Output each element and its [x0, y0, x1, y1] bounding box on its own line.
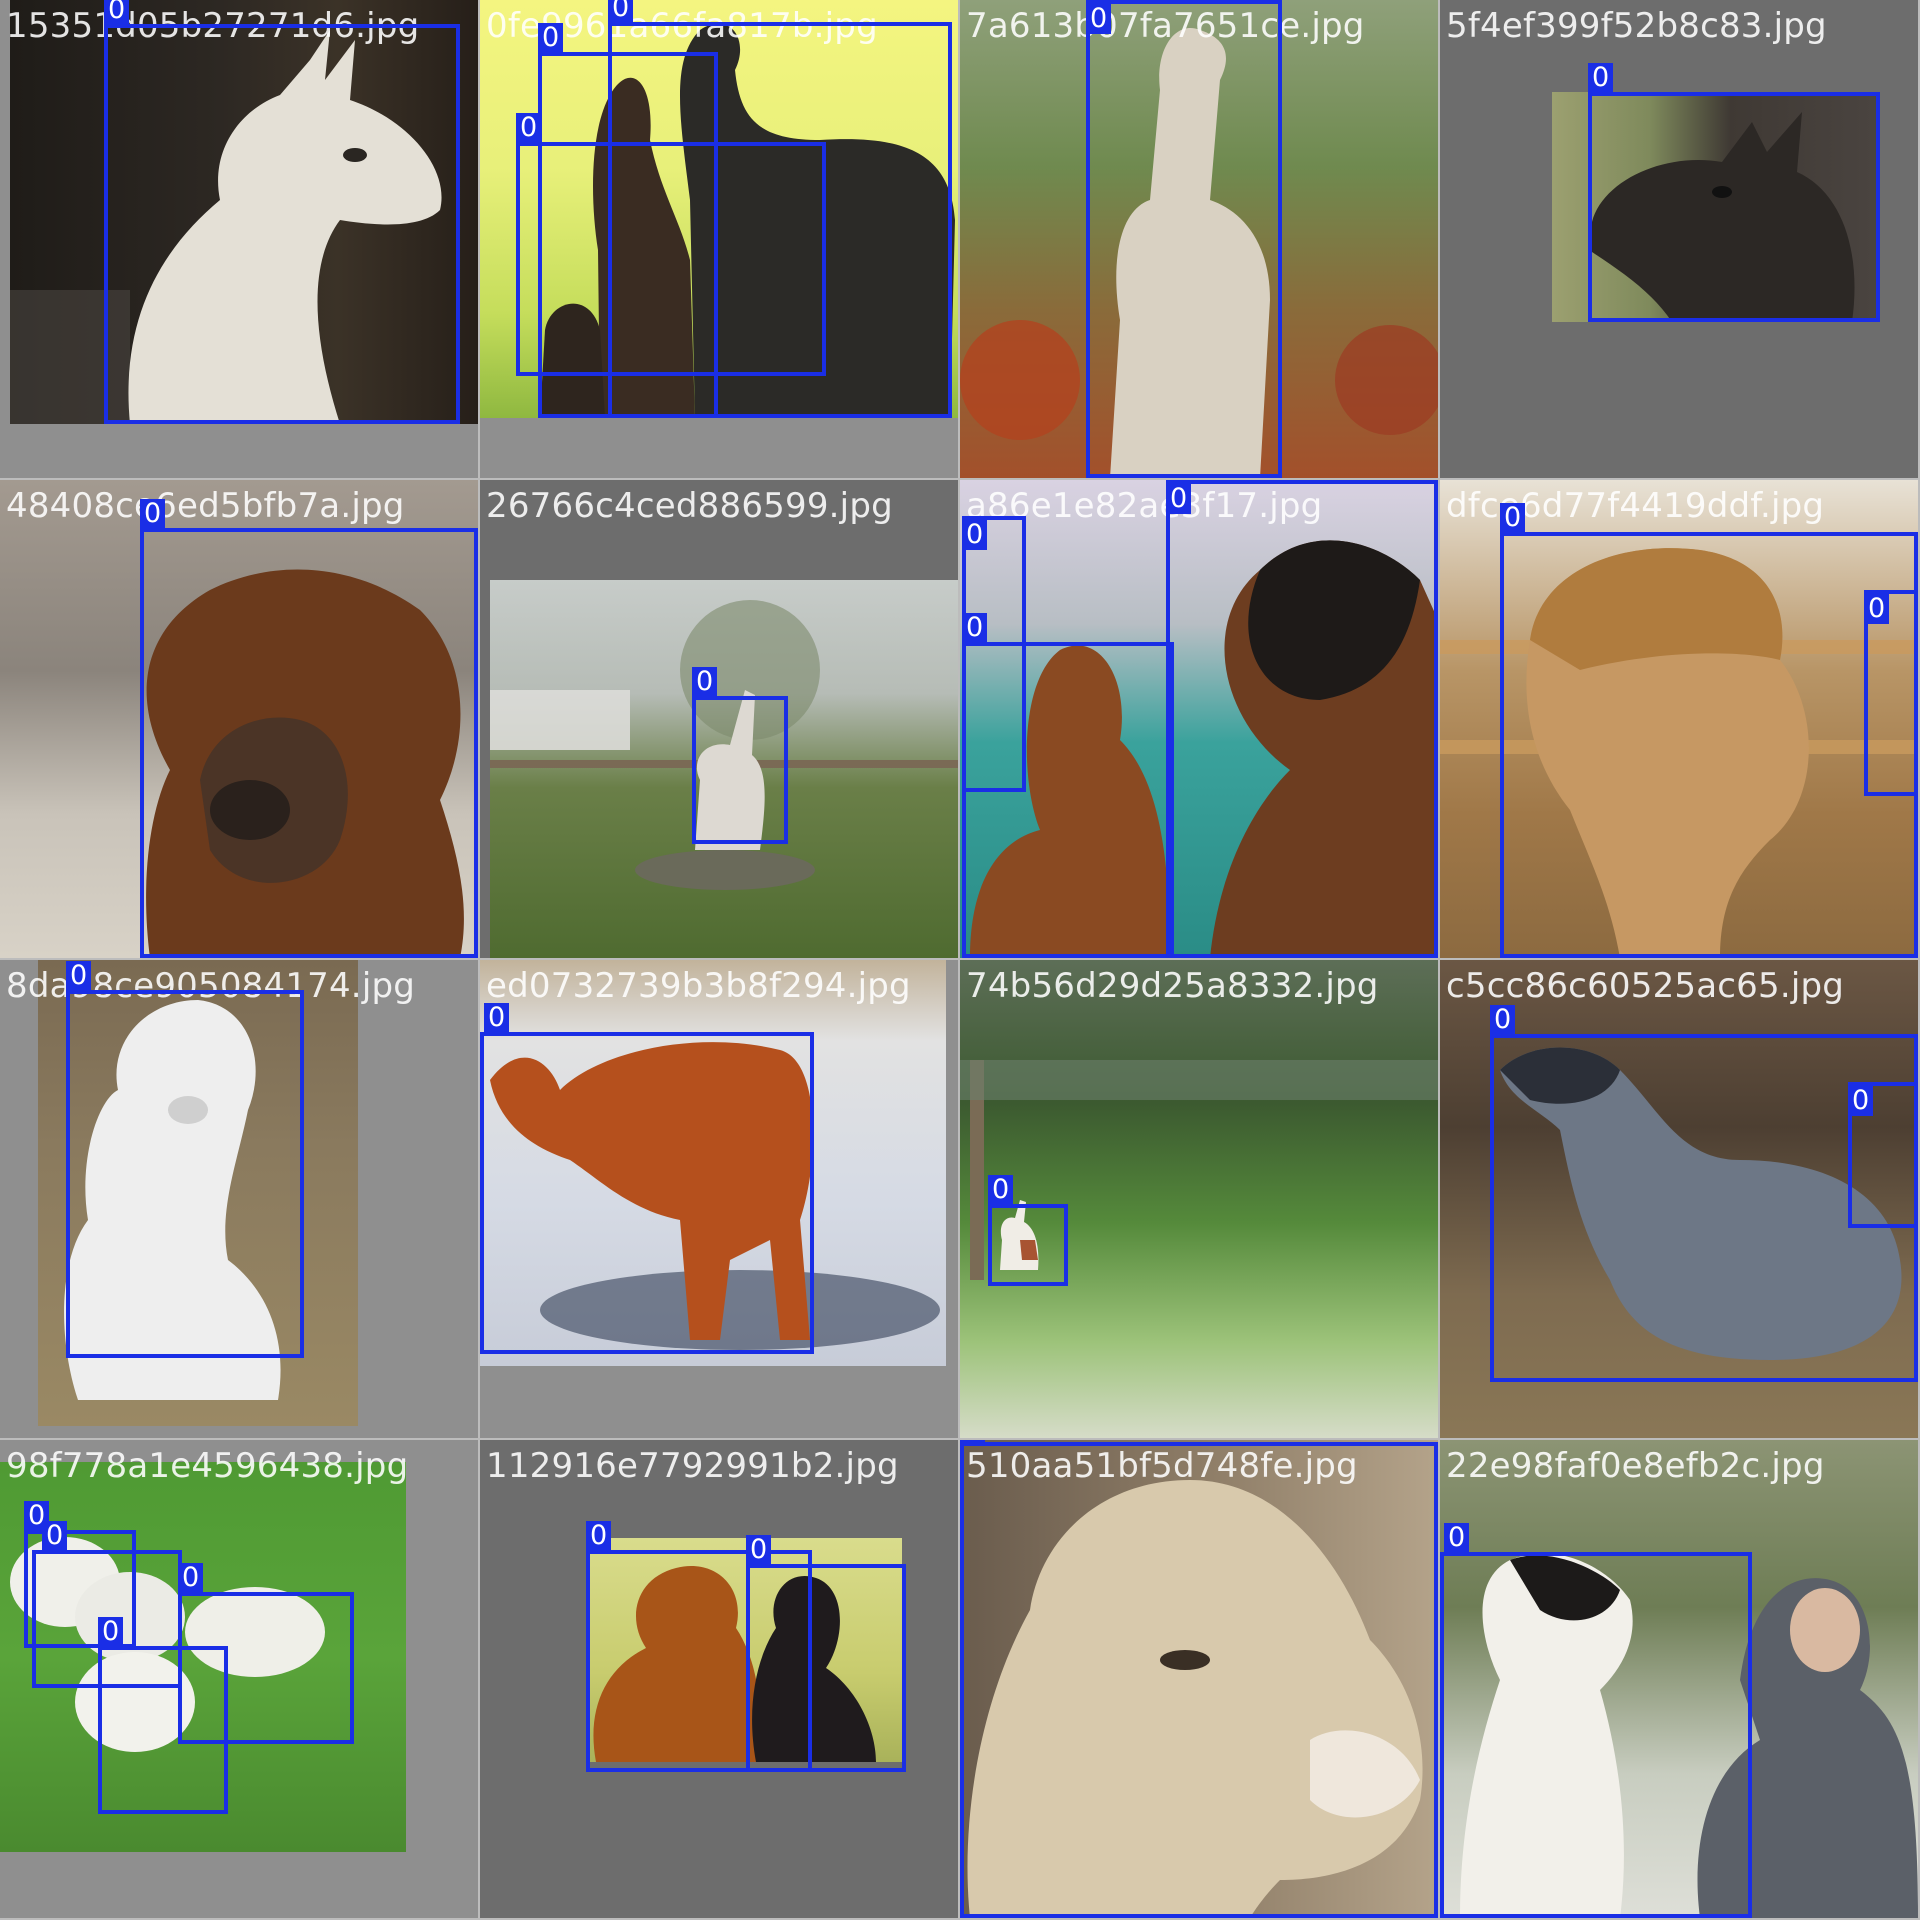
filename-label: 5f4ef399f52b8c83.jpg [1446, 6, 1827, 46]
tile-14: 112916e7792991b2.jpg 0 0 [480, 1440, 958, 1918]
bounding-box: 0 [988, 1175, 1068, 1286]
filename-label: 22e98faf0e8efb2c.jpg [1446, 1446, 1825, 1486]
class-label: 0 [586, 1521, 612, 1551]
filename-label: 510aa51bf5d748fe.jpg [966, 1446, 1358, 1486]
class-label: 0 [1848, 1086, 1874, 1116]
bounding-box: 0 [692, 667, 788, 844]
alpaca-photo [586, 1538, 902, 1762]
bounding-box: 0 [962, 613, 1174, 958]
alpaca-photo [480, 960, 946, 1366]
tile-16: 22e98faf0e8efb2c.jpg 0 [1440, 1440, 1918, 1918]
alpaca-photo [38, 960, 358, 1426]
class-label: 0 [66, 961, 92, 991]
class-label: 0 [988, 1175, 1014, 1205]
tile-12: c5cc86c60525ac65.jpg 0 0 [1440, 960, 1918, 1438]
tile-10: ed0732739b3b8f294.jpg 0 [480, 960, 958, 1438]
alpaca-photo [1440, 480, 1918, 958]
bounding-box: 0 [516, 113, 826, 376]
bounding-box: 0 [1500, 503, 1918, 958]
class-label: 0 [538, 23, 564, 53]
class-label: 0 [1490, 1005, 1516, 1035]
bounding-box: 0 [178, 1563, 354, 1744]
class-label: 0 [608, 0, 634, 23]
bounding-box: 0 [960, 1440, 1438, 1918]
filename-label: 112916e7792991b2.jpg [486, 1446, 899, 1486]
alpaca-photo [0, 480, 478, 958]
class-label: 0 [962, 520, 988, 550]
tile-5: 48408ce6ed5bfb7a.jpg 0 [0, 480, 478, 958]
tile-4: 5f4ef399f52b8c83.jpg 0 [1440, 0, 1918, 478]
llama-photo [1440, 1440, 1918, 1918]
llama-photo [10, 0, 478, 424]
filename-label: c5cc86c60525ac65.jpg [1446, 966, 1845, 1006]
class-label: 0 [1444, 1523, 1470, 1553]
alpaca-photo [960, 0, 1438, 478]
class-label: 0 [178, 1563, 204, 1593]
bounding-box: 0 [24, 1501, 136, 1648]
class-label: 0 [960, 1440, 986, 1443]
tile-2: 0fe9961a66fa817b.jpg 0 0 0 [480, 0, 958, 478]
filename-label: ed0732739b3b8f294.jpg [486, 966, 911, 1006]
tile-8: dfce6d77f4419ddf.jpg 0 0 [1440, 480, 1918, 958]
class-label: 0 [1588, 63, 1614, 93]
bounding-box: 0 [746, 1535, 906, 1772]
tile-13: 98f778a1e4596438.jpg 0 0 0 0 [0, 1440, 478, 1918]
filename-label: 48408ce6ed5bfb7a.jpg [6, 486, 405, 526]
class-label: 0 [42, 1521, 68, 1551]
bounding-box: 0 [1848, 1082, 1918, 1228]
filename-label: 26766c4ced886599.jpg [486, 486, 893, 526]
filename-label: 98f778a1e4596438.jpg [6, 1446, 409, 1486]
tile-7: a86e1e82ae3f17.jpg 0 0 0 [960, 480, 1438, 958]
class-label: 0 [746, 1535, 772, 1565]
alpaca-photo [1440, 960, 1918, 1438]
filename-label: 74b56d29d25a8332.jpg [966, 966, 1379, 1006]
bounding-box: 0 [608, 0, 952, 418]
tile-6: 26766c4ced886599.jpg 0 [480, 480, 958, 958]
class-label: 0 [1864, 594, 1890, 624]
bounding-box: 0 [98, 1617, 228, 1814]
class-label: 0 [104, 0, 130, 25]
class-label: 0 [24, 1501, 50, 1531]
tile-15: 510aa51bf5d748fe.jpg 0 [960, 1440, 1438, 1918]
class-label: 0 [962, 613, 988, 643]
bounding-box: 0 [1166, 480, 1438, 958]
bounding-box: 0 [586, 1521, 812, 1772]
class-label: 0 [1500, 503, 1526, 533]
class-label: 0 [484, 1003, 510, 1033]
bounding-box: 0 [66, 961, 304, 1358]
bounding-box: 0 [1588, 63, 1880, 322]
class-label: 0 [1166, 484, 1192, 514]
bounding-box: 0 [480, 1003, 814, 1354]
tile-1: 15351d05b27271d6.jpg 0 [0, 0, 478, 478]
filename-label: 7a613b07fa7651ce.jpg [966, 6, 1365, 46]
class-label: 0 [692, 667, 718, 697]
tile-11: 74b56d29d25a8332.jpg 0 [960, 960, 1438, 1438]
bounding-box: 0 [1440, 1523, 1752, 1918]
alpaca-photo [480, 0, 958, 418]
alpaca-photo [960, 480, 1438, 958]
bounding-box: 0 [104, 0, 460, 424]
bounding-box: 0 [140, 499, 478, 958]
llama-photo [1552, 92, 1876, 322]
llama-photo [960, 960, 1438, 1438]
class-label: 0 [1086, 4, 1112, 34]
bounding-box: 0 [1864, 590, 1918, 796]
class-label: 0 [140, 499, 166, 529]
llama-photo [960, 1440, 1438, 1918]
tile-9: 8da98ce905084174.jpg 0 [0, 960, 478, 1438]
tile-3: 7a613b07fa7651ce.jpg 0 [960, 0, 1438, 478]
class-label: 0 [98, 1617, 124, 1647]
bounding-box: 0 [1086, 0, 1282, 478]
class-label: 0 [516, 113, 542, 143]
